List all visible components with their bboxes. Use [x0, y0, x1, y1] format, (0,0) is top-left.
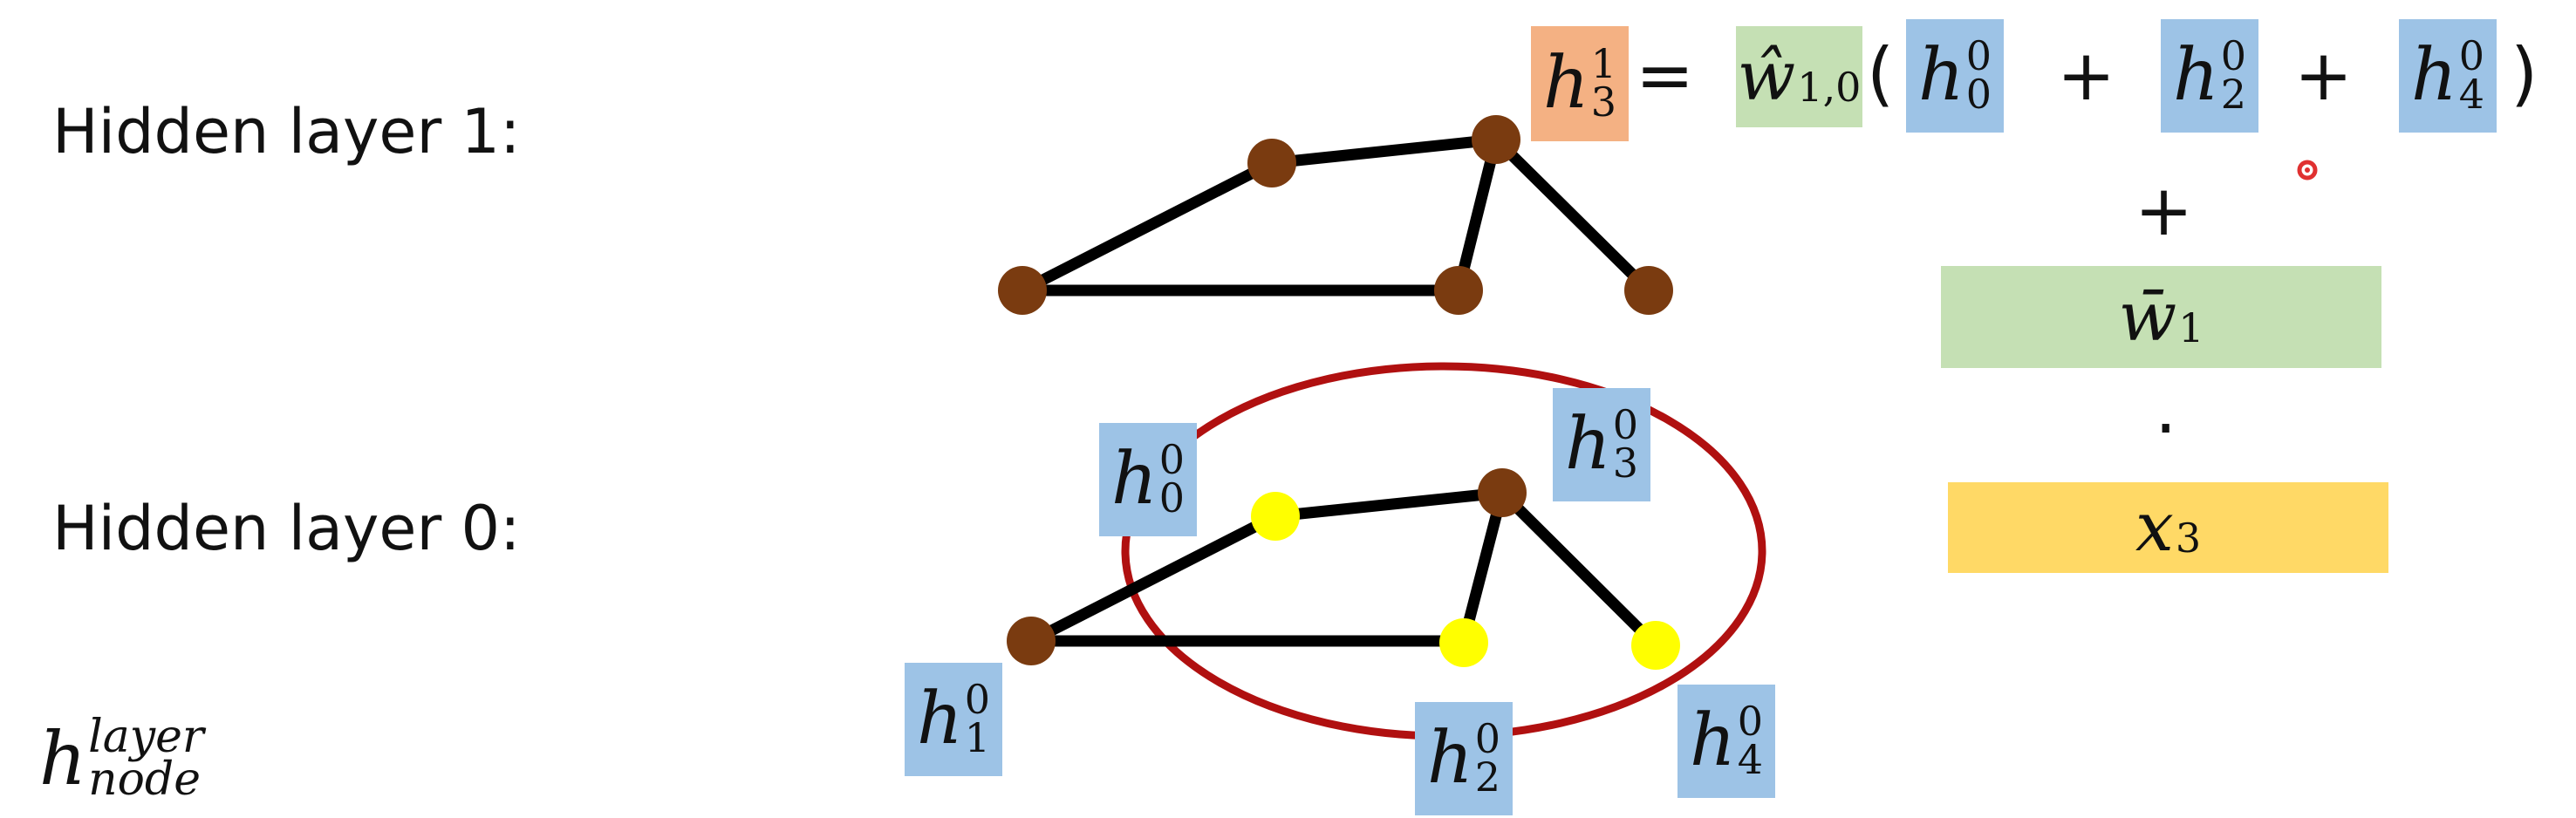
hidden-layer-0-label: Hidden layer 0:	[52, 493, 521, 564]
edge	[1490, 133, 1655, 297]
layer1-edges	[1016, 133, 1655, 297]
node-h2-highlight	[1439, 618, 1488, 667]
eq-plus-1: +	[2057, 35, 2116, 116]
hidden-layer-1-label: Hidden layer 1:	[52, 96, 521, 167]
eq-dot: ·	[2155, 388, 2177, 469]
eq-weight-w10: ŵ 1,0	[1736, 26, 1862, 127]
node-h1	[1007, 617, 1056, 665]
edge	[1025, 510, 1281, 647]
edge	[1016, 157, 1278, 297]
edge	[1266, 133, 1502, 169]
node-h0-highlight	[1251, 492, 1300, 541]
eq-close-paren: )	[2511, 33, 2538, 114]
node-h4-highlight	[1631, 621, 1680, 670]
eq-plus-2: +	[2294, 35, 2354, 116]
node	[1472, 115, 1520, 164]
eq-input-x3: x 3	[1948, 482, 2388, 573]
eq-open-paren: (	[1867, 33, 1895, 114]
pointer-dot	[2297, 160, 2318, 181]
layer1-nodes	[998, 115, 1673, 315]
node	[998, 266, 1047, 315]
edge	[1496, 487, 1662, 651]
edge	[1458, 487, 1508, 647]
neighborhood-ellipse	[1121, 362, 1766, 740]
notation-h-layer-node: h layer node	[39, 710, 204, 806]
pointer-dot-center	[2305, 167, 2310, 173]
layer0-edges	[1025, 487, 1662, 651]
edge	[1269, 487, 1508, 522]
node-h3	[1478, 468, 1527, 517]
eq-equals: =	[1636, 35, 1695, 116]
eq-plus-bias: +	[2135, 170, 2194, 251]
node	[1624, 266, 1673, 315]
edge	[1452, 133, 1502, 297]
node	[1247, 139, 1296, 187]
node	[1434, 266, 1483, 315]
layer0-nodes	[1007, 468, 1680, 670]
eq-bias-weight: w̄ 1	[1941, 266, 2381, 368]
